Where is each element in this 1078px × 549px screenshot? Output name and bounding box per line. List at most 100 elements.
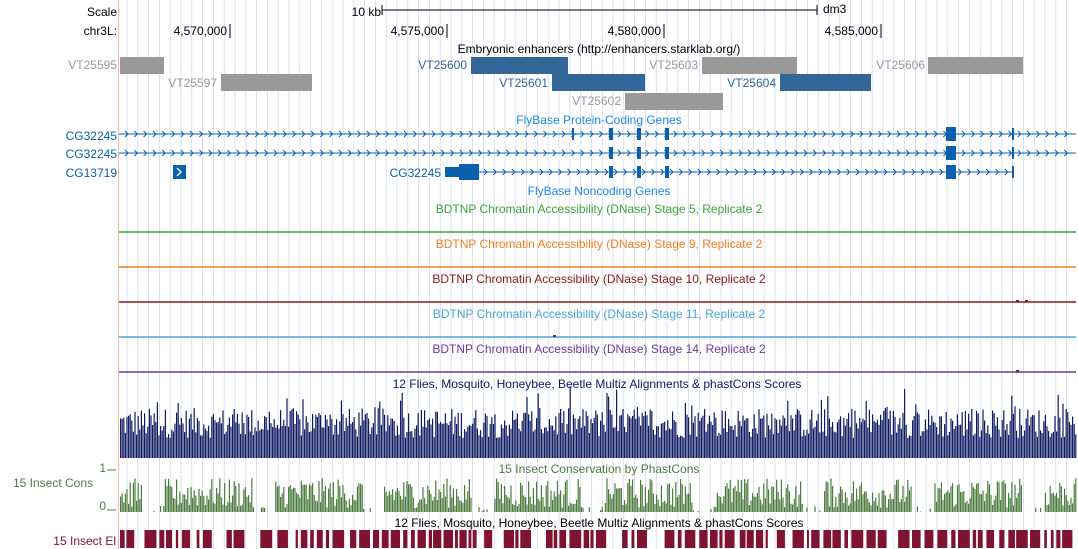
multiz-bar xyxy=(364,414,366,458)
enhancer-label[interactable]: VT25595 xyxy=(68,58,117,72)
multiz-bar xyxy=(808,433,810,458)
multiz-bar xyxy=(924,419,926,458)
strand-arrow xyxy=(394,130,399,138)
strand-arrow xyxy=(766,130,771,138)
phastcons-bar xyxy=(641,484,643,512)
phastcons-bar xyxy=(625,504,627,512)
gene-exon xyxy=(173,165,186,179)
phastcons-bar xyxy=(686,494,688,512)
multiz-bar xyxy=(396,425,398,458)
conserved-element xyxy=(806,530,809,548)
phastcons-bar xyxy=(638,507,640,512)
enhancer-label[interactable]: VT25601 xyxy=(499,76,548,90)
enhancer-label[interactable]: VT25603 xyxy=(649,58,698,72)
phastcons-bar xyxy=(468,479,470,512)
scale-label: Scale xyxy=(86,5,117,19)
dnase-track-title[interactable]: BDTNP Chromatin Accessibility (DNase) St… xyxy=(435,202,763,216)
dnase-track-title[interactable]: BDTNP Chromatin Accessibility (DNase) St… xyxy=(432,307,766,321)
enhancer-label[interactable]: VT25600 xyxy=(418,58,467,72)
multiz-bar xyxy=(348,408,350,458)
gene-label[interactable]: CG32245 xyxy=(65,129,117,143)
phastcons-bar xyxy=(787,484,789,512)
phastcons-side-label[interactable]: 15 Insect Cons xyxy=(12,476,93,490)
dnase-track-title[interactable]: BDTNP Chromatin Accessibility (DNase) St… xyxy=(432,342,766,356)
protein-coding-track-title[interactable]: FlyBase Protein-Coding Genes xyxy=(516,113,682,127)
multiz-bar xyxy=(177,403,179,458)
strand-arrow xyxy=(152,130,157,138)
strand-arrow xyxy=(784,149,790,157)
phastcons-bar xyxy=(228,479,230,512)
phastcons-bar xyxy=(726,483,728,512)
dnase-track-title[interactable]: BDTNP Chromatin Accessibility (DNase) St… xyxy=(435,237,763,251)
noncoding-gene-label[interactable]: CG32245 xyxy=(389,166,441,180)
phastcons-bar xyxy=(204,504,206,512)
dnase-track-title[interactable]: BDTNP Chromatin Accessibility (DNase) St… xyxy=(432,272,766,286)
multiz-bar xyxy=(540,429,542,458)
phastcons-bar xyxy=(540,485,542,512)
phastcons-bar xyxy=(643,506,645,512)
multiz-bar xyxy=(441,423,443,458)
enhancer-label[interactable]: VT25602 xyxy=(572,94,621,108)
multiz-bar xyxy=(403,417,405,458)
conserved-element xyxy=(503,530,514,548)
phastcons-bar xyxy=(163,506,165,512)
multiz-bar xyxy=(190,413,192,458)
multiz-bar xyxy=(228,417,230,458)
strand-arrow xyxy=(133,149,139,157)
phastcons-bar xyxy=(244,487,246,512)
strand-arrow xyxy=(794,130,799,138)
strand-arrow xyxy=(654,130,659,138)
enhancer-label[interactable]: VT25597 xyxy=(168,76,217,90)
multiz-track-title[interactable]: 12 Flies, Mosquito, Honeybee, Beetle Mul… xyxy=(392,377,802,391)
strand-arrow xyxy=(589,149,594,157)
multiz-bar xyxy=(1054,416,1056,458)
strand-arrow xyxy=(403,130,408,138)
strand-arrow xyxy=(459,149,464,157)
strand-arrow xyxy=(450,149,455,157)
multiz-bar xyxy=(516,413,518,458)
conserved-element xyxy=(332,530,345,548)
enhancer-track-title[interactable]: Embryonic enhancers (http://enhancers.st… xyxy=(457,42,741,56)
strand-arrow xyxy=(831,149,836,157)
phastcons-bar xyxy=(131,506,133,512)
multiz-bar xyxy=(691,405,693,458)
multiz-bar xyxy=(459,435,461,458)
elements-side-label[interactable]: 15 Insect El xyxy=(53,534,116,548)
multiz-bar xyxy=(273,419,275,458)
multiz-bar xyxy=(236,413,238,458)
strand-arrow xyxy=(874,168,879,176)
conserved-element xyxy=(719,530,723,548)
phastcons-bar xyxy=(406,481,408,512)
phastcons-bar xyxy=(755,496,757,512)
enhancer-label[interactable]: VT25604 xyxy=(727,76,776,90)
multiz-bar xyxy=(142,425,144,458)
multiz-bar xyxy=(1004,430,1006,458)
phastcons-bar xyxy=(868,502,870,512)
gene-label[interactable]: CG13719 xyxy=(65,166,117,180)
multiz-bar xyxy=(310,431,312,458)
multiz-bar xyxy=(508,424,510,458)
multiz-bar xyxy=(1022,436,1024,458)
multiz-bar xyxy=(393,420,395,458)
noncoding-track-title[interactable]: FlyBase Noncoding Genes xyxy=(527,184,671,198)
multiz-bar xyxy=(672,411,674,458)
strand-arrow xyxy=(701,149,706,157)
multiz-bar xyxy=(201,435,203,458)
phastcons-bar xyxy=(337,479,339,512)
multiz-bar xyxy=(342,414,344,458)
multiz-bar xyxy=(1038,410,1040,458)
phastcons-track-title[interactable]: 15 Insect Conservation by PhastCons xyxy=(498,462,700,476)
multiz-bar xyxy=(350,423,352,458)
phastcons-bar xyxy=(795,486,797,512)
enhancer-label[interactable]: VT25606 xyxy=(876,58,925,72)
multiz-bar xyxy=(696,436,698,458)
gene-label[interactable]: CG32245 xyxy=(65,147,117,161)
multiz-bar xyxy=(532,431,534,458)
phastcons-bar xyxy=(870,505,872,512)
multiz-bar xyxy=(776,419,778,458)
phastcons-bar xyxy=(264,507,266,512)
phastcons-bar xyxy=(1051,493,1053,512)
elements-track-title[interactable]: 12 Flies, Mosquito, Honeybee, Beetle Mul… xyxy=(394,516,804,530)
multiz-bar xyxy=(339,421,341,458)
